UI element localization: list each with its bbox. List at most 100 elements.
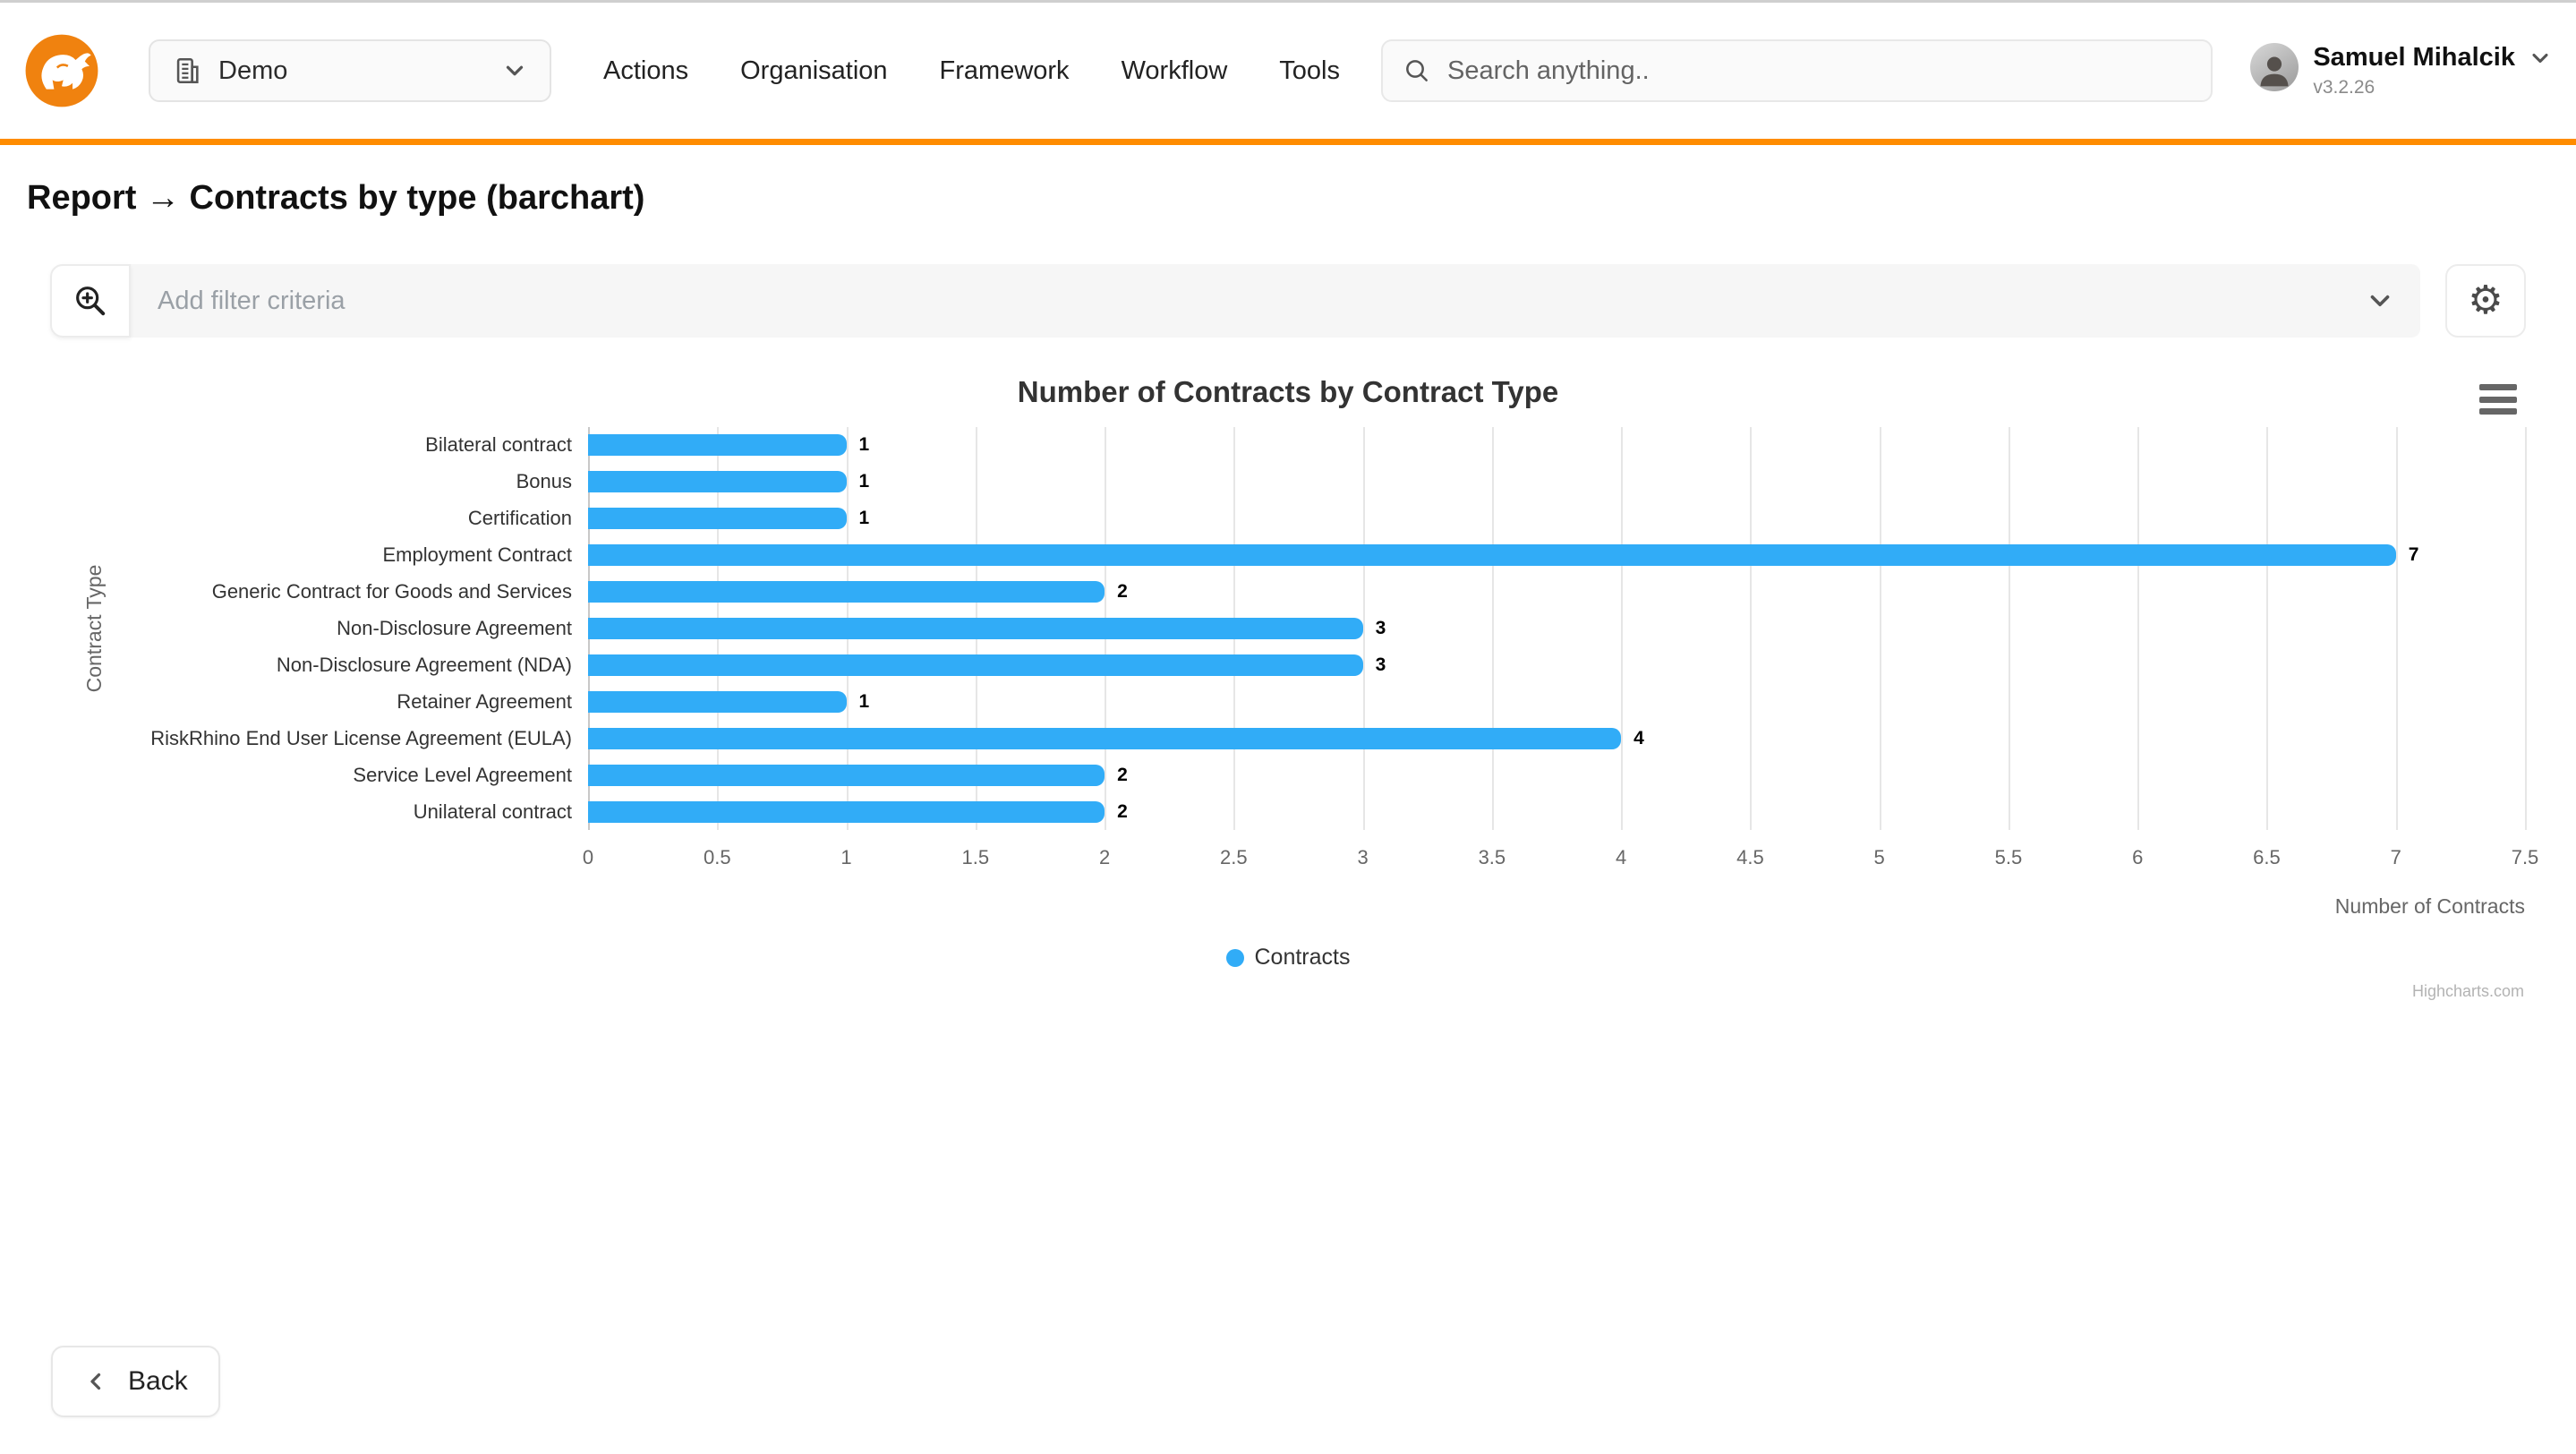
x-tick-label: 4 [1616,846,1627,868]
bar[interactable] [588,727,1622,749]
x-tick-label: 0.5 [703,846,731,868]
gridline [1491,427,1494,830]
app-version: v3.2.26 [2313,76,2376,98]
category-label: Generic Contract for Goods and Services [211,580,572,603]
nav-item-framework[interactable]: Framework [939,56,1070,85]
y-axis-title: Contract Type [82,564,106,693]
search-input[interactable] [1445,55,2192,87]
category-label: Unilateral contract [413,800,572,823]
page-title: Report → Contracts by type (barchart) [27,179,645,217]
x-tick-label: 7 [2390,846,2401,868]
bar[interactable] [588,581,1105,603]
nav-item-actions[interactable]: Actions [603,56,689,85]
gridline [1621,427,1624,830]
highcharts-credit-link[interactable]: Highcharts.com [2411,982,2524,1000]
nav-item-tools[interactable]: Tools [1279,56,1340,85]
gridline [2395,427,2398,830]
user-avatar [2250,43,2299,92]
chevron-down-icon[interactable] [2528,46,2553,71]
filter-criteria-field[interactable] [131,264,2420,338]
x-tick-label: 5.5 [1994,846,2023,868]
user-name: Samuel Mihalcik [2313,43,2515,73]
value-label: 1 [858,434,870,456]
bar[interactable] [588,544,2396,567]
bar[interactable] [588,764,1105,786]
gridline [1362,427,1365,830]
category-label: Non-Disclosure Agreement [337,617,572,639]
filter-criteria-input[interactable] [156,285,2365,317]
x-tick-label: 4.5 [1736,846,1764,868]
bar[interactable] [588,690,847,713]
category-label: Bonus [516,470,572,493]
x-tick-label: 0 [582,846,594,868]
x-tick-label: 3 [1357,846,1369,868]
search-icon [1406,60,1428,81]
bar[interactable] [588,434,847,457]
user-menu[interactable]: Samuel Mihalcik v3.2.26 [2250,43,2553,98]
rhino-logo-icon[interactable] [23,32,100,109]
nav-item-organisation[interactable]: Organisation [740,56,888,85]
value-label: 1 [858,471,870,492]
legend-label: Contracts [1254,945,1351,970]
nav-item-workflow[interactable]: Workflow [1121,56,1228,85]
x-tick-label: 1 [840,846,852,868]
x-tick-label: 2.5 [1220,846,1248,868]
back-button[interactable]: Back [51,1346,220,1417]
x-axis-title: Number of Contracts [2334,894,2525,918]
chevron-down-icon[interactable] [2365,286,2395,316]
value-label: 4 [1633,727,1644,748]
value-label: 7 [2408,544,2419,566]
x-tick-label: 1.5 [961,846,990,868]
organisation-selector[interactable]: Demo [149,39,551,102]
value-label: 2 [1117,800,1128,822]
x-tick-label: 6 [2132,846,2144,868]
bar[interactable] [588,618,1363,639]
chevron-left-icon [90,1373,101,1390]
bar[interactable] [588,471,847,493]
x-tick-label: 2 [1098,846,1111,868]
zoom-in-icon [76,287,106,316]
gridline [2008,427,2010,830]
report-settings-button[interactable]: ⚙ [2445,264,2526,338]
category-label: Non-Disclosure Agreement (NDA) [276,653,572,676]
x-tick-label: 6.5 [2253,846,2281,868]
organisation-selector-value: Demo [218,56,288,85]
chart-title: Number of Contracts by Contract Type [1017,375,1559,408]
bar-chart: Number of Contracts by Contract Type 0 0.… [0,372,2576,1025]
bar[interactable] [588,654,1363,676]
legend-marker-icon [1225,948,1244,967]
value-label: 2 [1117,764,1128,785]
value-label: 1 [858,508,870,529]
gridline [1879,427,1881,830]
category-label: Retainer Agreement [397,689,572,713]
back-button-label: Back [128,1366,188,1396]
gridline [2525,427,2527,830]
gridline [1750,427,1753,830]
category-label: Employment Contract [382,543,572,567]
top-navigation-bar: Demo Actions Organisation Framework Work… [0,3,2576,145]
value-label: 2 [1117,581,1128,603]
x-tick-label: 7.5 [2511,846,2539,868]
filter-bar: ⚙ [50,264,2526,338]
value-label: 3 [1375,618,1386,638]
building-icon [176,57,199,84]
category-label: Bilateral contract [425,433,572,457]
category-label: RiskRhino End User License Agreement (EU… [150,726,572,749]
chart-context-menu-icon[interactable] [2479,384,2517,415]
main-nav: Actions Organisation Framework Workflow … [603,56,1340,86]
value-label: 1 [858,690,870,712]
chevron-down-icon [506,65,524,76]
bar[interactable] [588,800,1105,823]
value-label: 3 [1375,654,1386,675]
gear-icon: ⚙ [2468,278,2503,322]
gridline [2137,427,2140,830]
category-label: Certification [467,507,572,530]
x-tick-label: 3.5 [1478,846,1506,868]
x-tick-label: 5 [1873,846,1885,868]
category-label: Service Level Agreement [353,763,572,786]
bar[interactable] [588,508,847,530]
global-search[interactable] [1380,39,2213,102]
filter-search-button[interactable] [50,264,131,338]
chart-legend[interactable]: Contracts [0,945,2576,971]
gridline [2266,427,2269,830]
